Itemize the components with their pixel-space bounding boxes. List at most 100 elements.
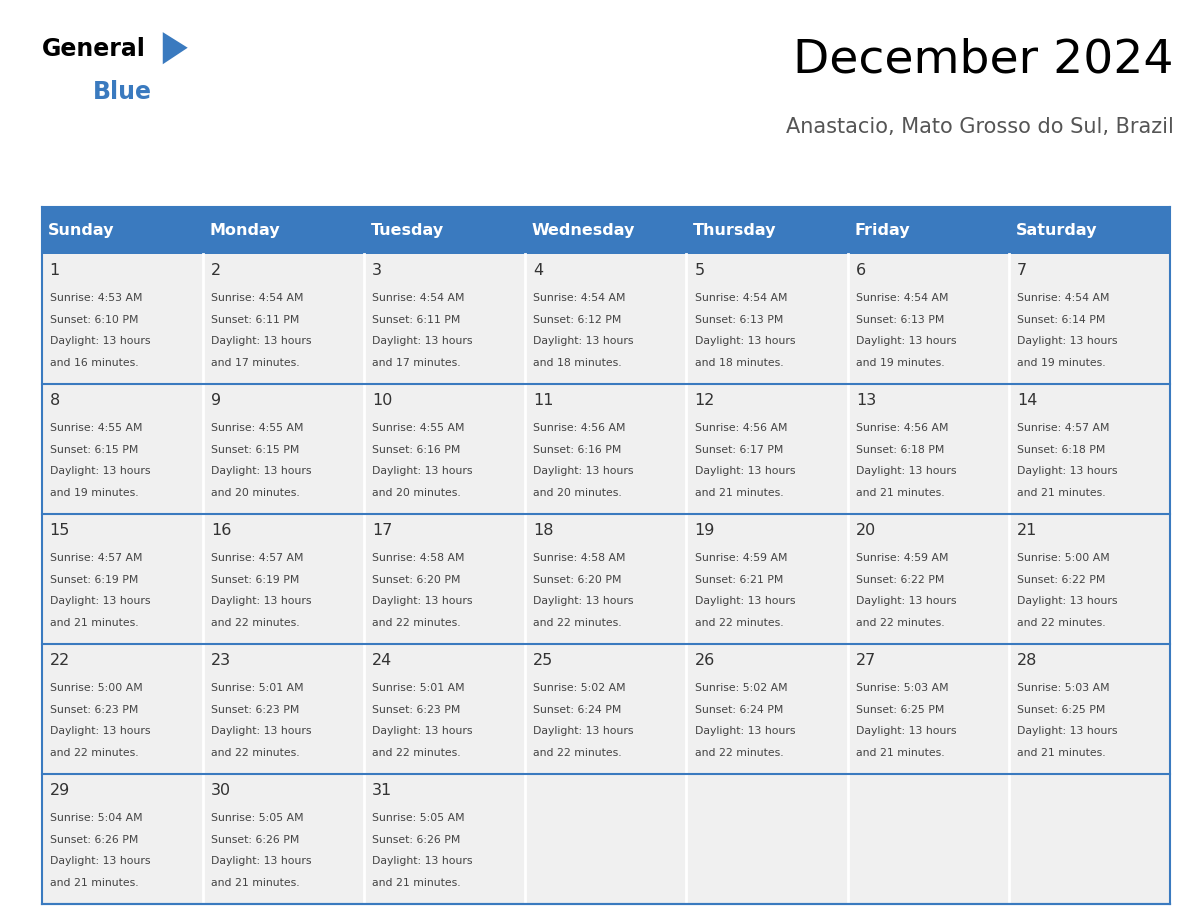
Text: Daylight: 13 hours: Daylight: 13 hours	[50, 336, 150, 346]
Text: Daylight: 13 hours: Daylight: 13 hours	[210, 596, 311, 606]
Bar	[203, 385, 364, 514]
Text: and 17 minutes.: and 17 minutes.	[210, 358, 299, 367]
Text: Daylight: 13 hours: Daylight: 13 hours	[210, 336, 311, 346]
Text: Sunrise: 4:54 AM: Sunrise: 4:54 AM	[533, 293, 626, 303]
Bar	[687, 774, 848, 904]
Text: 10: 10	[372, 394, 392, 409]
Text: Daylight: 13 hours: Daylight: 13 hours	[372, 596, 473, 606]
Text: Sunset: 6:22 PM: Sunset: 6:22 PM	[1017, 575, 1105, 585]
Text: 6: 6	[855, 263, 866, 278]
Text: Daylight: 13 hours: Daylight: 13 hours	[50, 466, 150, 476]
Bar	[364, 644, 525, 774]
Text: Sunset: 6:26 PM: Sunset: 6:26 PM	[210, 834, 299, 845]
Text: 4: 4	[533, 263, 543, 278]
Text: Daylight: 13 hours: Daylight: 13 hours	[372, 336, 473, 346]
Text: Monday: Monday	[209, 223, 280, 238]
Text: Sunset: 6:17 PM: Sunset: 6:17 PM	[695, 444, 783, 454]
Text: and 18 minutes.: and 18 minutes.	[695, 358, 783, 367]
Text: 30: 30	[210, 783, 230, 799]
Text: Sunset: 6:25 PM: Sunset: 6:25 PM	[855, 705, 944, 715]
Text: 26: 26	[695, 654, 715, 668]
Text: Sunset: 6:15 PM: Sunset: 6:15 PM	[210, 444, 299, 454]
Text: 17: 17	[372, 523, 392, 538]
Bar	[42, 254, 203, 385]
Text: Sunset: 6:13 PM: Sunset: 6:13 PM	[695, 315, 783, 325]
Text: Sunset: 6:14 PM: Sunset: 6:14 PM	[1017, 315, 1105, 325]
Text: Sunset: 6:13 PM: Sunset: 6:13 PM	[855, 315, 944, 325]
Bar	[42, 774, 203, 904]
Bar	[525, 644, 687, 774]
Text: and 22 minutes.: and 22 minutes.	[372, 618, 461, 628]
Text: Sunrise: 4:55 AM: Sunrise: 4:55 AM	[210, 423, 303, 433]
Text: 20: 20	[855, 523, 876, 538]
Text: and 22 minutes.: and 22 minutes.	[210, 747, 299, 757]
Text: Sunset: 6:24 PM: Sunset: 6:24 PM	[533, 705, 621, 715]
Bar	[203, 774, 364, 904]
Text: and 21 minutes.: and 21 minutes.	[695, 487, 783, 498]
Text: Daylight: 13 hours: Daylight: 13 hours	[50, 726, 150, 736]
Text: and 22 minutes.: and 22 minutes.	[210, 618, 299, 628]
Text: Anastacio, Mato Grosso do Sul, Brazil: Anastacio, Mato Grosso do Sul, Brazil	[786, 117, 1174, 137]
Text: and 16 minutes.: and 16 minutes.	[50, 358, 138, 367]
Text: and 19 minutes.: and 19 minutes.	[1017, 358, 1106, 367]
Text: and 18 minutes.: and 18 minutes.	[533, 358, 623, 367]
Text: Sunrise: 5:00 AM: Sunrise: 5:00 AM	[50, 683, 143, 693]
Text: Sunset: 6:19 PM: Sunset: 6:19 PM	[210, 575, 299, 585]
Text: Sunset: 6:18 PM: Sunset: 6:18 PM	[1017, 444, 1105, 454]
Text: and 20 minutes.: and 20 minutes.	[533, 487, 623, 498]
Text: 13: 13	[855, 394, 876, 409]
Text: Daylight: 13 hours: Daylight: 13 hours	[855, 596, 956, 606]
Text: Sunset: 6:12 PM: Sunset: 6:12 PM	[533, 315, 621, 325]
Text: Sunrise: 5:01 AM: Sunrise: 5:01 AM	[210, 683, 303, 693]
Bar	[42, 385, 203, 514]
Text: Daylight: 13 hours: Daylight: 13 hours	[372, 856, 473, 867]
Text: Tuesday: Tuesday	[371, 223, 443, 238]
Text: and 17 minutes.: and 17 minutes.	[372, 358, 461, 367]
Text: Sunrise: 4:54 AM: Sunrise: 4:54 AM	[855, 293, 948, 303]
Bar	[525, 514, 687, 644]
Text: 16: 16	[210, 523, 232, 538]
Text: Sunset: 6:23 PM: Sunset: 6:23 PM	[372, 705, 461, 715]
Bar	[1009, 254, 1170, 385]
Bar	[1009, 514, 1170, 644]
Bar	[42, 514, 203, 644]
Bar	[203, 644, 364, 774]
Text: Daylight: 13 hours: Daylight: 13 hours	[210, 726, 311, 736]
Text: 2: 2	[210, 263, 221, 278]
Text: Daylight: 13 hours: Daylight: 13 hours	[50, 856, 150, 867]
Text: Sunrise: 5:00 AM: Sunrise: 5:00 AM	[1017, 554, 1110, 564]
Text: Sunset: 6:26 PM: Sunset: 6:26 PM	[372, 834, 461, 845]
Text: Sunrise: 5:02 AM: Sunrise: 5:02 AM	[695, 683, 788, 693]
Text: Sunrise: 5:05 AM: Sunrise: 5:05 AM	[210, 813, 303, 823]
Text: Sunrise: 5:01 AM: Sunrise: 5:01 AM	[372, 683, 465, 693]
Text: and 22 minutes.: and 22 minutes.	[50, 747, 138, 757]
Text: and 22 minutes.: and 22 minutes.	[695, 618, 783, 628]
Text: Sunset: 6:11 PM: Sunset: 6:11 PM	[372, 315, 461, 325]
Text: General: General	[42, 37, 145, 61]
Text: Sunset: 6:10 PM: Sunset: 6:10 PM	[50, 315, 138, 325]
Text: Sunrise: 4:57 AM: Sunrise: 4:57 AM	[210, 554, 303, 564]
Text: 23: 23	[210, 654, 230, 668]
Text: and 22 minutes.: and 22 minutes.	[1017, 618, 1106, 628]
Text: Sunset: 6:26 PM: Sunset: 6:26 PM	[50, 834, 138, 845]
Text: Daylight: 13 hours: Daylight: 13 hours	[1017, 336, 1118, 346]
Text: Saturday: Saturday	[1016, 223, 1097, 238]
Text: Sunrise: 4:57 AM: Sunrise: 4:57 AM	[1017, 423, 1110, 433]
Text: 3: 3	[372, 263, 383, 278]
Text: 8: 8	[50, 394, 59, 409]
Text: Sunset: 6:18 PM: Sunset: 6:18 PM	[855, 444, 944, 454]
Text: Sunrise: 4:57 AM: Sunrise: 4:57 AM	[50, 554, 143, 564]
Text: 22: 22	[50, 654, 70, 668]
Bar	[42, 644, 203, 774]
Bar	[42, 207, 1170, 254]
Bar	[203, 514, 364, 644]
Text: and 22 minutes.: and 22 minutes.	[533, 747, 623, 757]
Text: Daylight: 13 hours: Daylight: 13 hours	[533, 596, 634, 606]
Text: Sunday: Sunday	[48, 223, 114, 238]
Text: Daylight: 13 hours: Daylight: 13 hours	[210, 856, 311, 867]
Text: Daylight: 13 hours: Daylight: 13 hours	[695, 596, 795, 606]
Text: Daylight: 13 hours: Daylight: 13 hours	[1017, 726, 1118, 736]
Text: Sunrise: 5:03 AM: Sunrise: 5:03 AM	[1017, 683, 1110, 693]
Bar	[687, 254, 848, 385]
Text: 11: 11	[533, 394, 554, 409]
